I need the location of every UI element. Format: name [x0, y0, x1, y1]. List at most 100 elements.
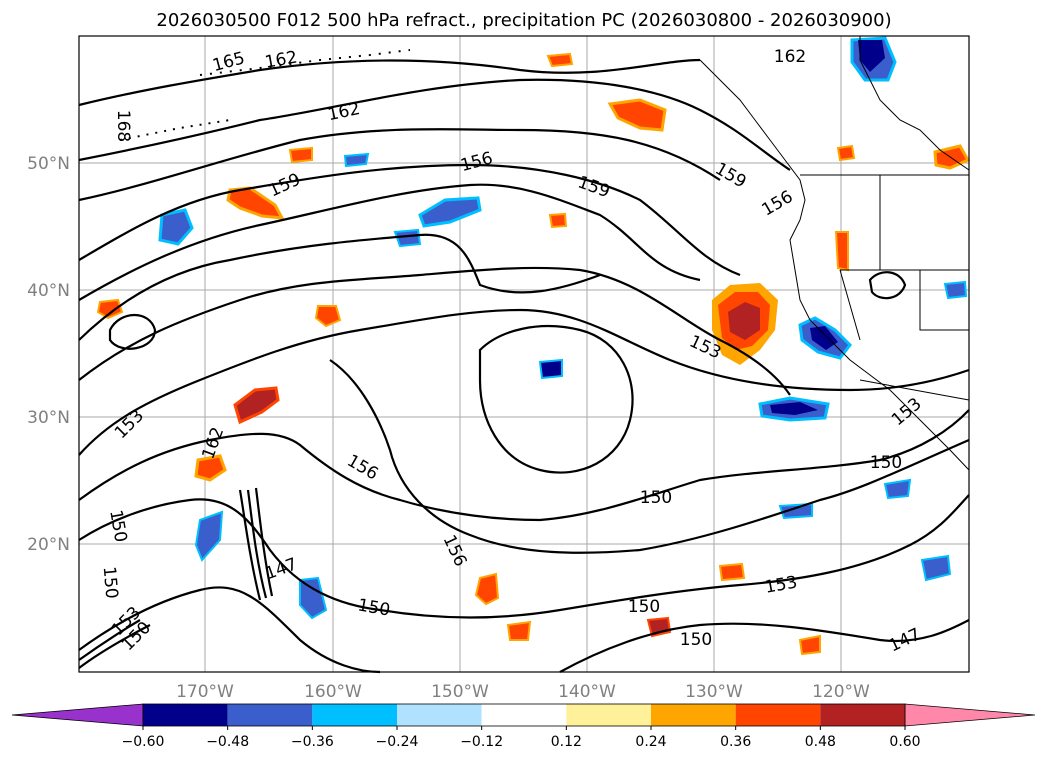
precip-blob: [343, 152, 370, 168]
contour-line: [78, 163, 741, 277]
lon-tick-label: 160°W: [304, 682, 362, 702]
contour-line: [78, 58, 701, 107]
colorbar-swatch: [397, 704, 482, 726]
precip-blob: [158, 208, 194, 246]
contour-label: 150: [99, 566, 122, 600]
colorbar-tick-label: 0.36: [720, 734, 751, 750]
colorbar-swatch: [566, 704, 651, 726]
precip-blob: [810, 326, 838, 350]
precip-blob: [418, 196, 482, 228]
contour-line: [78, 233, 601, 341]
precip-blob: [943, 280, 968, 300]
aleutian-islands: [199, 49, 411, 76]
lat-tick-label: 20°N: [27, 535, 70, 555]
contour-line: [78, 586, 381, 674]
colorbar-frame: [142, 703, 906, 727]
lon-tick-label: 140°W: [558, 682, 616, 702]
precipitation-negative: [158, 36, 968, 620]
contour-label: 150: [680, 630, 712, 650]
colorbar-swatch: [227, 704, 313, 726]
colorbar-extend-max: [904, 703, 1036, 727]
colorbar-tick-label: −0.12: [460, 734, 503, 750]
precip-blob: [718, 562, 746, 582]
colorbar-extend-min: [11, 703, 144, 727]
precip-blob: [546, 52, 574, 68]
colorbar: −0.60 −0.48 −0.36 −0.24 −0.12 0.12 0.24 0.36 0.4…: [11, 703, 1036, 750]
colorbar-swatch: [651, 704, 736, 726]
lon-axis: 170°W 160°W 150°W 140°W 130°W 120°W: [176, 682, 870, 702]
colorbar-tick-label: −0.24: [376, 734, 419, 750]
precip-blob: [538, 358, 563, 380]
colorbar-tick-label: −0.36: [291, 734, 334, 750]
precip-blob: [393, 228, 422, 248]
colorbar-swatch: [143, 704, 228, 726]
contour-line: [78, 494, 970, 619]
coastline-alaska: [859, 36, 970, 171]
precip-blob: [778, 502, 813, 520]
precip-blob: [607, 98, 667, 132]
colorbar-tick-label: 0.60: [889, 734, 920, 750]
contour-line: [478, 324, 634, 474]
contour-line: [78, 128, 721, 202]
contour-line: [78, 619, 151, 669]
coastline-west-coast: [699, 59, 970, 471]
precip-blob: [834, 231, 849, 272]
colorbar-swatch: [312, 704, 397, 726]
contour-line: [78, 266, 791, 396]
precip-blob: [920, 554, 952, 582]
contour-line: [78, 409, 970, 522]
precip-blob: [474, 572, 500, 606]
precip-blob: [883, 478, 912, 500]
contour-label: 150: [640, 488, 672, 508]
contour-line: [108, 314, 157, 350]
lat-tick-label: 40°N: [27, 281, 70, 301]
precip-blob: [798, 634, 821, 656]
lon-tick-label: 170°W: [176, 682, 234, 702]
colorbar-tick-label: −0.48: [206, 734, 249, 750]
precip-blob: [858, 40, 885, 72]
lat-axis: 50°N 40°N 30°N 20°N: [27, 154, 70, 555]
precip-blob: [194, 510, 224, 562]
colorbar-tick-label: 0.24: [635, 734, 666, 750]
contour-line: [78, 308, 970, 456]
figure-title: 2026030500 F012 500 hPa refract., precip…: [156, 10, 891, 31]
state-borders: [839, 175, 969, 341]
colorbar-swatch: [735, 704, 821, 726]
lat-tick-label: 50°N: [27, 154, 70, 174]
precip-blob: [194, 454, 227, 482]
colorbar-tick-label: 0.12: [551, 734, 582, 750]
contour-line: [329, 359, 970, 554]
coastlines: [119, 36, 970, 471]
contour-line: [238, 487, 274, 601]
contour-line: [559, 619, 970, 673]
contour-line: [78, 183, 701, 301]
lat-tick-label: 30°N: [27, 408, 70, 428]
contour-label: 168: [113, 110, 133, 142]
precip-blob: [299, 576, 328, 620]
lon-tick-label: 130°W: [685, 682, 743, 702]
colorbar-swatch: [481, 704, 567, 726]
precip-blob: [933, 144, 971, 170]
precip-blob: [314, 305, 342, 328]
precip-blob: [770, 402, 818, 415]
precip-blob: [506, 620, 532, 641]
map-frame: [78, 35, 970, 673]
colorbar-tick-label: −0.60: [122, 734, 165, 750]
contour-label: 150: [870, 453, 902, 473]
map-panel: 165 162 162 162 168 159 156 159 159 156 …: [78, 35, 971, 674]
precip-blob: [728, 302, 760, 340]
precip-blob: [288, 146, 313, 164]
precip-blob: [233, 386, 280, 425]
precip-blob: [548, 212, 568, 229]
height-contours: [78, 58, 970, 674]
contour-line: [868, 271, 907, 300]
precip-blob: [226, 186, 285, 220]
contour-label: 150: [628, 597, 660, 617]
precip-blob: [96, 298, 124, 320]
contour-label: 162: [774, 47, 806, 67]
border-us-mexico: [859, 379, 970, 401]
contour-line: [78, 78, 791, 171]
precipitation-positive: [96, 52, 971, 656]
lon-tick-label: 120°W: [812, 682, 870, 702]
